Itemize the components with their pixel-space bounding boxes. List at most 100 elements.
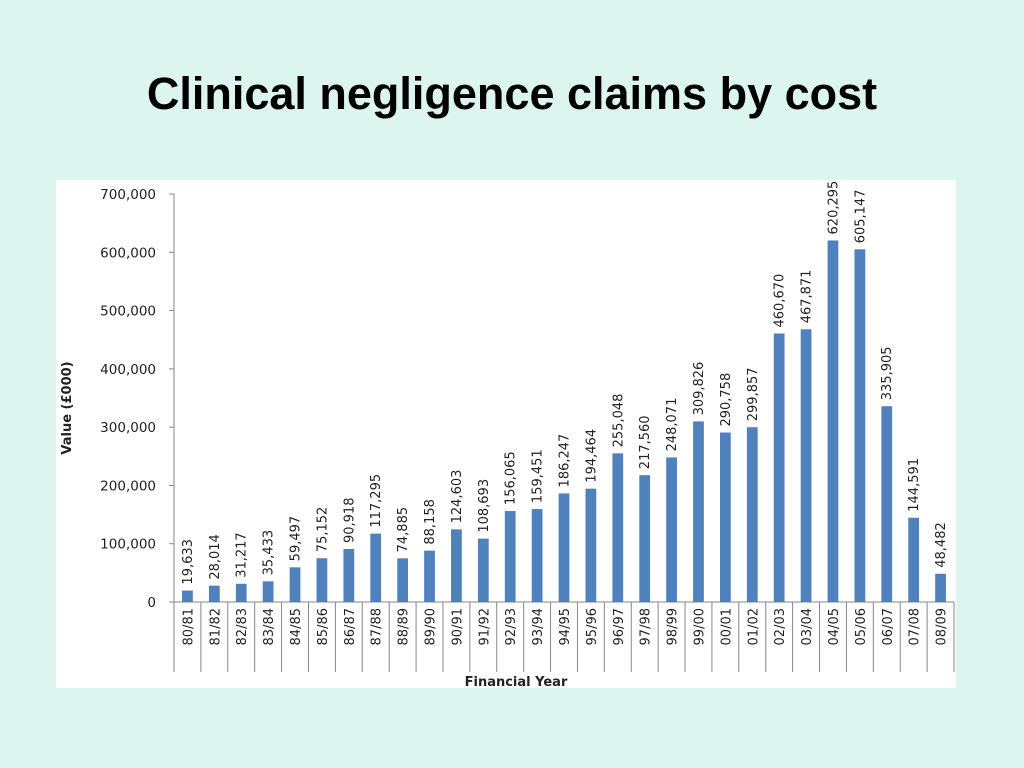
y-tick-labels: 0 100,000 200,000 300,000 400,000 500,000 600,… [100,187,156,611]
x-tick-label: 95/96 [585,608,600,645]
bar-03-04 [800,329,812,602]
y-tick-label: 500,000 [100,304,156,320]
x-tick-label: 93/94 [531,608,546,645]
bar-99-00 [693,421,704,602]
y-tick-label: 400,000 [100,362,156,378]
y-axis-label: Value (£000) [60,361,75,454]
value-label: 19,633 [181,539,196,585]
y-tick-label: 100,000 [100,537,156,553]
bar-91-92 [477,538,489,602]
x-tick-label: 82/83 [235,608,250,645]
value-label: 460,670 [773,274,788,328]
value-label: 255,048 [611,394,626,448]
value-label: 75,152 [315,507,330,553]
bars [182,240,946,602]
x-tick-label: 81/82 [208,608,223,645]
bar-97-98 [639,475,651,602]
value-label: 620,295 [826,181,841,235]
value-label: 74,885 [396,507,411,553]
x-tick-label: 99/00 [692,608,707,645]
bar-88-89 [397,558,408,602]
value-label: 144,591 [907,458,922,512]
x-tick-label: 87/88 [370,608,385,645]
value-label: 605,147 [853,190,868,244]
bar-85-86 [316,558,328,602]
bar-96-97 [612,453,624,602]
x-tick-label: 96/97 [612,608,627,645]
value-labels: 19,633 28,014 31,217 35,433 59,497 75,152 90,9… [181,181,949,585]
x-tick-label: 06/07 [881,608,896,645]
bar-95-96 [585,488,597,602]
value-label: 467,871 [800,270,815,324]
x-tick-label: 83/84 [262,608,277,645]
value-label: 31,217 [235,532,250,578]
value-label: 117,295 [369,474,384,528]
x-tick-label: 08/09 [935,608,950,645]
x-tick-label: 94/95 [558,608,573,645]
value-label: 194,464 [584,429,599,483]
x-tick-label: 92/93 [504,608,519,645]
bar-01-02 [746,427,758,602]
value-label: 186,247 [558,434,573,488]
bar-94-95 [558,493,570,602]
value-label: 156,065 [504,451,519,505]
x-tick-labels: 80/81 81/82 82/83 83/84 84/85 85/86 86/87 87/88… [181,608,949,645]
value-label: 48,482 [934,522,949,568]
bar-98-99 [666,457,677,602]
value-label: 59,497 [289,516,304,562]
value-label: 35,433 [262,530,277,576]
y-tick-label: 700,000 [100,187,156,203]
value-label: 290,758 [719,373,734,427]
bar-06-07 [881,406,893,602]
bar-86-87 [343,549,355,602]
chart-panel: 19,633 28,014 31,217 35,433 59,497 75,152 90,9… [56,180,956,688]
y-tick-label: 300,000 [100,420,156,436]
x-tick-label: 04/05 [827,608,842,645]
x-tick-label: 97/98 [639,608,654,645]
bar-82-83 [235,583,247,602]
y-tick-label: 0 [147,595,156,611]
x-tick-label: 02/03 [773,608,788,645]
value-label: 108,693 [477,479,492,533]
x-tick-label: 80/81 [181,608,196,645]
x-tick-label: 00/01 [719,608,734,645]
bar-90-91 [451,529,462,602]
bar-92-93 [504,511,516,602]
bar-87-88 [370,533,382,602]
value-label: 90,918 [342,498,357,544]
x-tick-label: 07/08 [908,608,923,645]
x-tick-label: 90/91 [450,608,465,645]
x-tick-label: 84/85 [289,608,304,645]
x-tick-label: 03/04 [800,608,815,645]
x-tick-label: 05/06 [854,608,869,645]
bar-07-08 [908,517,920,602]
axes [169,193,955,672]
bar-89-90 [424,550,435,602]
slide-title: Clinical negligence claims by cost [146,68,878,119]
bar-05-06 [854,249,866,602]
bar-02-03 [773,333,785,602]
value-label: 124,603 [450,470,465,524]
bar-80-81 [182,590,193,602]
x-tick-label: 85/86 [316,608,331,645]
bar-08-09 [935,573,946,602]
value-label: 28,014 [208,534,223,580]
x-tick-label: 88/89 [397,608,412,645]
bar-81-82 [208,585,220,602]
value-label: 88,158 [423,499,438,544]
value-label: 248,071 [665,398,680,452]
bar-93-94 [531,509,543,602]
bar-84-85 [289,567,301,602]
x-tick-label: 98/99 [666,608,681,645]
y-tick-label: 200,000 [100,478,156,494]
x-tick-label: 01/02 [746,608,761,645]
y-tick-label: 600,000 [100,245,156,261]
value-label: 309,826 [692,362,707,416]
bar-chart: 19,633 28,014 31,217 35,433 59,497 75,152 90,9… [60,181,955,688]
value-label: 217,560 [638,415,653,469]
x-tick-label: 89/90 [424,608,439,645]
x-axis-label: Financial Year [465,675,568,688]
bar-83-84 [262,581,274,602]
value-label: 335,905 [880,346,895,400]
bar-00-01 [720,432,731,602]
